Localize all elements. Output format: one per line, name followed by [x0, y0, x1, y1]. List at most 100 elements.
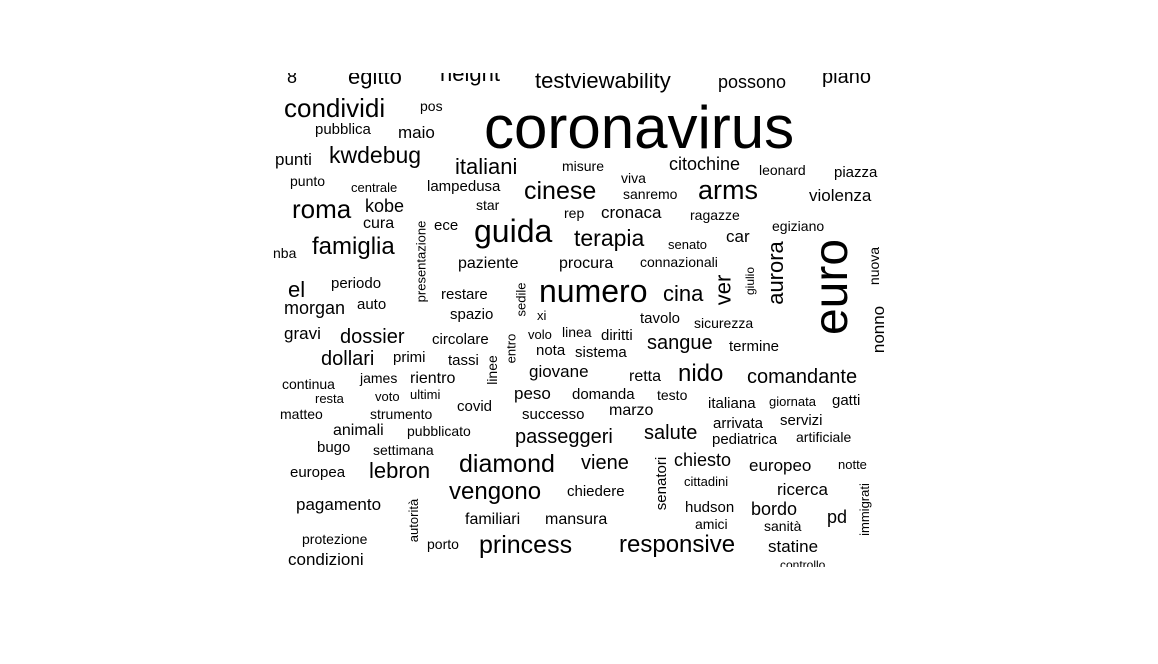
word: vengono: [449, 478, 542, 505]
word: resta: [315, 391, 344, 406]
word: morgan: [284, 298, 346, 318]
word: entro: [503, 333, 519, 364]
word: sicurezza: [694, 315, 754, 331]
word: presentazione: [413, 220, 429, 303]
word: possono: [718, 73, 787, 92]
word: condizioni: [288, 550, 364, 567]
word: piano: [822, 73, 871, 88]
word: guida: [474, 213, 553, 249]
word: animali: [333, 422, 384, 439]
word: ragazze: [690, 207, 740, 223]
word: periodo: [331, 275, 382, 292]
word: punti: [275, 150, 312, 169]
word: auto: [357, 296, 387, 313]
word: notte: [838, 457, 867, 472]
word: domanda: [572, 386, 635, 403]
word: ultimi: [410, 387, 441, 402]
word: rep: [564, 205, 585, 221]
word: aurora: [762, 241, 788, 305]
word: gatti: [832, 392, 861, 409]
word: misure: [562, 158, 605, 174]
word: termine: [729, 338, 780, 355]
word: xi: [537, 308, 547, 323]
word: ricerca: [777, 480, 829, 499]
word: chiedere: [567, 483, 625, 500]
word: cina: [663, 281, 704, 306]
word: 8: [287, 73, 298, 87]
word: covid: [457, 398, 493, 415]
word: protezione: [302, 531, 368, 547]
word: restare: [441, 286, 488, 303]
word: citochine: [669, 154, 741, 174]
word: continua: [282, 376, 335, 392]
word: pos: [420, 98, 443, 114]
word: circolare: [432, 331, 489, 348]
word: settimana: [373, 442, 434, 458]
word: giovane: [529, 362, 589, 381]
word: spazio: [450, 306, 494, 323]
word: comandante: [747, 366, 858, 388]
word: pediatrica: [712, 431, 778, 448]
word: voto: [375, 389, 400, 404]
word: pubblicato: [407, 423, 471, 439]
word: sanità: [764, 518, 802, 534]
word: ver: [710, 274, 736, 306]
word: europeo: [749, 456, 812, 475]
word: sistema: [575, 344, 627, 361]
word: hudson: [685, 499, 735, 516]
word: primi: [393, 349, 426, 366]
word: kobe: [365, 196, 405, 216]
word: coronavirus: [484, 94, 795, 161]
word: controllo: [780, 558, 826, 567]
word: salute: [644, 422, 698, 444]
word: condividi: [284, 93, 386, 123]
word: egitto: [348, 73, 402, 89]
word: peso: [514, 384, 551, 403]
word: passeggeri: [515, 426, 613, 448]
word: violenza: [809, 186, 872, 205]
word: leonard: [759, 162, 806, 178]
word: sangue: [647, 332, 713, 354]
word: successo: [522, 406, 585, 423]
word: sanremo: [623, 186, 678, 202]
word: rientro: [410, 370, 456, 387]
word: matteo: [280, 406, 323, 422]
word: familiari: [465, 511, 521, 528]
word: nota: [536, 342, 566, 359]
word: responsive: [619, 531, 736, 558]
word: kwdebug: [329, 142, 422, 168]
word: amici: [695, 516, 728, 532]
word: immigrati: [856, 483, 872, 536]
word: marzo: [609, 402, 654, 419]
word: lampedusa: [427, 178, 501, 195]
word: pubblica: [315, 121, 371, 138]
word: viva: [621, 170, 646, 186]
word: volo: [528, 327, 552, 342]
word: princess: [479, 531, 573, 559]
word: nba: [273, 245, 297, 261]
word: cinese: [524, 177, 597, 205]
word: ece: [434, 217, 459, 234]
word: maio: [398, 123, 435, 142]
word: porto: [427, 536, 459, 552]
word: centrale: [351, 180, 398, 195]
word: linee: [483, 355, 500, 385]
word-cloud: 8 egitto height testviewability possono …: [270, 73, 890, 567]
word: senatori: [653, 456, 671, 511]
word: italiana: [708, 395, 756, 412]
word: numero: [539, 273, 648, 309]
word: procura: [559, 255, 614, 272]
word: arms: [698, 175, 758, 205]
word: dossier: [340, 326, 405, 348]
word: dollari: [321, 348, 375, 370]
word: cittadini: [684, 474, 729, 489]
word: europea: [290, 464, 346, 481]
word: el: [288, 277, 306, 302]
word: tassi: [448, 352, 479, 369]
word: viene: [581, 452, 629, 474]
word: roma: [292, 194, 352, 224]
word: testo: [657, 387, 688, 403]
word: pd: [827, 507, 848, 527]
word: bordo: [751, 499, 798, 519]
word: diritti: [601, 327, 633, 344]
